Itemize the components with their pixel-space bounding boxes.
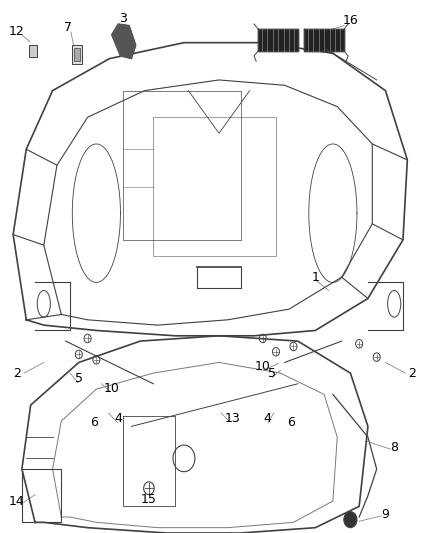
Text: 2: 2 — [408, 367, 416, 379]
Text: 10: 10 — [255, 360, 271, 373]
Text: 16: 16 — [343, 14, 358, 27]
Polygon shape — [258, 29, 298, 51]
Polygon shape — [304, 29, 344, 51]
Text: 12: 12 — [9, 26, 25, 38]
Text: 8: 8 — [390, 441, 398, 454]
Bar — [72, 45, 82, 64]
Text: 6: 6 — [90, 416, 98, 429]
Text: 5: 5 — [268, 367, 276, 379]
Text: 14: 14 — [9, 495, 25, 507]
Text: 13: 13 — [224, 413, 240, 425]
Text: 10: 10 — [104, 382, 120, 394]
Bar — [74, 48, 80, 61]
Text: 6: 6 — [287, 416, 295, 429]
Text: 9: 9 — [381, 508, 389, 521]
Text: 3: 3 — [119, 12, 127, 25]
Text: 7: 7 — [64, 21, 72, 34]
Text: 2: 2 — [14, 367, 21, 379]
Text: 4: 4 — [263, 412, 271, 425]
Text: 4: 4 — [114, 412, 122, 425]
Bar — [29, 45, 37, 57]
Circle shape — [344, 512, 357, 528]
Polygon shape — [112, 24, 136, 59]
Text: 15: 15 — [141, 494, 157, 506]
Text: 5: 5 — [75, 372, 83, 385]
Text: 1: 1 — [311, 271, 319, 284]
